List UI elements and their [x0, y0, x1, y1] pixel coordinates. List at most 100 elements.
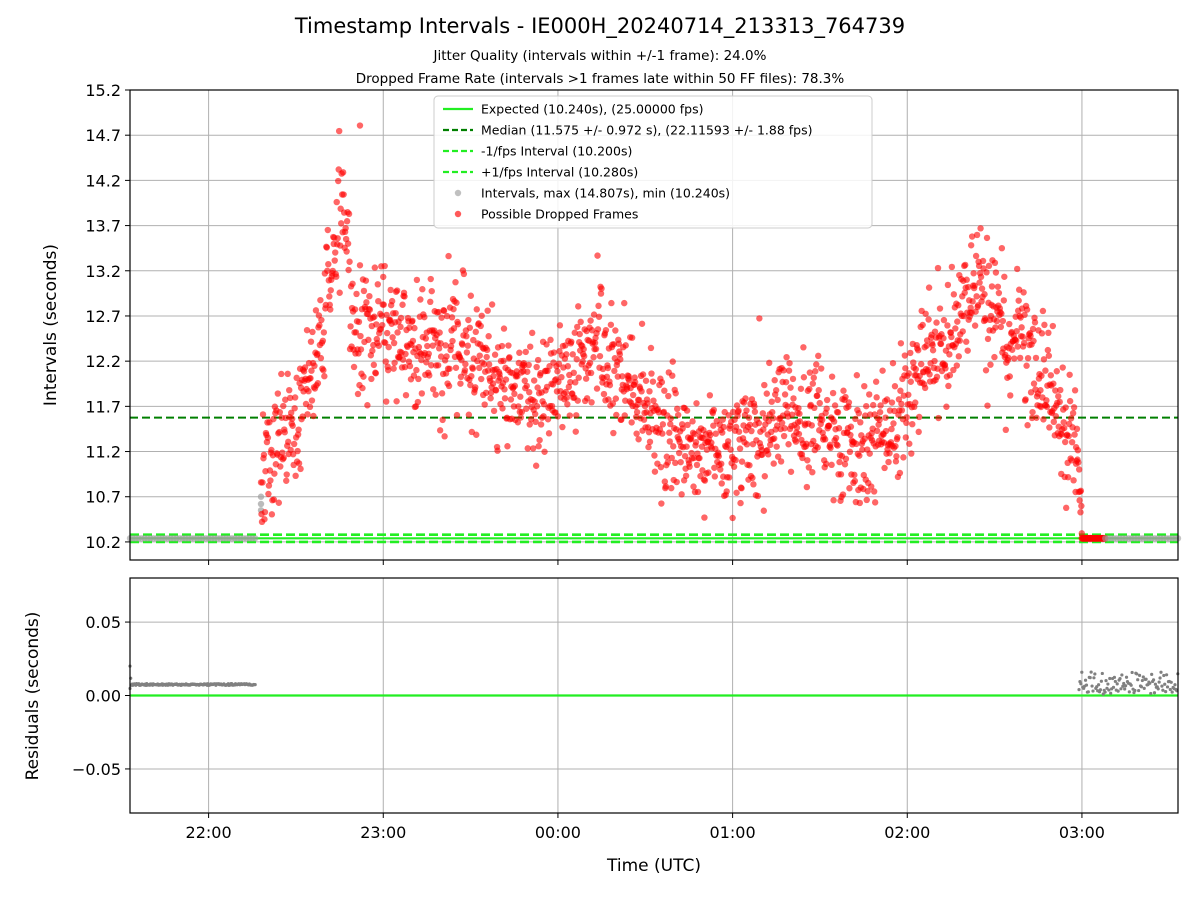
dropped-frame-point	[319, 337, 327, 345]
dropped-frame-point	[343, 248, 350, 255]
dropped-frame-point	[625, 377, 633, 384]
residuals-y-tick-label-1: 0.00	[85, 687, 121, 706]
dropped-frame-point	[902, 365, 909, 372]
dropped-frame-point	[847, 431, 854, 439]
dropped-frame-point	[1019, 333, 1026, 340]
dropped-frame-point	[464, 342, 472, 349]
dropped-frame-point	[693, 400, 700, 407]
dropped-frame-point	[907, 378, 914, 385]
dropped-frame-point	[787, 384, 794, 391]
dropped-frame-point	[763, 390, 770, 397]
residual-point	[1086, 690, 1090, 694]
dropped-frame-point	[339, 169, 347, 176]
dropped-frame-point	[492, 387, 500, 394]
dropped-frame-point	[616, 351, 623, 358]
dropped-frame-point	[295, 460, 303, 467]
residual-point	[1133, 688, 1137, 693]
dropped-frame-point	[331, 257, 338, 264]
residual-point	[1139, 685, 1144, 689]
residual-point	[1124, 684, 1128, 688]
dropped-frame-point	[852, 415, 859, 423]
dropped-frame-point	[375, 297, 382, 305]
dropped-frame-point	[969, 298, 976, 305]
dropped-frame-point	[297, 465, 304, 473]
dropped-frame-point	[285, 438, 292, 446]
dropped-frame-point	[1071, 431, 1078, 438]
dropped-frame-point	[992, 324, 999, 331]
dropped-frame-point	[594, 252, 601, 259]
dropped-frame-point	[383, 329, 391, 337]
dropped-frame-point	[967, 242, 975, 249]
dropped-frame-point	[281, 429, 288, 436]
dropped-frame-point	[796, 410, 803, 417]
residual-point	[1118, 677, 1122, 681]
dropped-frame-point	[360, 373, 367, 380]
dropped-frame-point	[294, 447, 301, 455]
dropped-frame-point	[916, 372, 923, 380]
dropped-frame-point	[523, 405, 530, 412]
residual-point	[1089, 670, 1093, 674]
dropped-frame-point	[323, 244, 331, 251]
dropped-frame-point	[357, 332, 364, 340]
dropped-frame-point	[387, 286, 394, 294]
dropped-frame-point	[478, 312, 485, 319]
dropped-frame-point	[719, 416, 726, 423]
dropped-frame-point	[397, 323, 404, 331]
dropped-frame-point	[291, 405, 298, 412]
residual-point	[1150, 672, 1154, 677]
dropped-frame-point	[988, 283, 996, 290]
dropped-frame-point	[294, 431, 302, 438]
dropped-frame-point	[465, 316, 472, 324]
dropped-frame-point	[767, 441, 774, 449]
dropped-frame-point	[876, 416, 883, 424]
dropped-frame-point	[406, 362, 414, 370]
dropped-frame-point	[271, 470, 278, 477]
dropped-frame-point	[893, 453, 900, 460]
dropped-frame-point	[350, 363, 358, 371]
dropped-frame-point	[511, 382, 519, 390]
dropped-frame-point	[401, 363, 409, 371]
dropped-frame-point	[510, 403, 518, 410]
dropped-frame-point	[591, 339, 599, 347]
residual-point	[1107, 688, 1111, 692]
dropped-frame-point	[596, 352, 604, 360]
dropped-frame-point	[402, 350, 409, 358]
dropped-frame-point	[973, 231, 981, 239]
residual-point	[1151, 678, 1156, 682]
residual-point	[1112, 675, 1117, 679]
dropped-frame-point	[770, 435, 778, 442]
residual-point	[1091, 689, 1095, 693]
dropped-frame-point	[571, 329, 578, 336]
dropped-frame-point	[861, 382, 868, 390]
dropped-frame-point	[743, 407, 750, 414]
dropped-frame-point	[830, 497, 837, 504]
dropped-frame-point	[900, 454, 907, 461]
dropped-frame-point	[863, 496, 870, 504]
dropped-frame-point	[429, 342, 436, 349]
dropped-frame-point	[992, 269, 1000, 276]
dropped-frame-point	[579, 358, 586, 365]
dropped-frame-point	[393, 398, 400, 405]
residual-point	[1149, 691, 1153, 696]
dropped-frame-point	[518, 408, 526, 416]
dropped-frame-point	[362, 277, 370, 284]
dropped-frame-point	[261, 508, 269, 516]
residual-point	[1135, 672, 1139, 676]
dropped-frame-point	[575, 374, 582, 381]
dropped-frame-point	[730, 463, 738, 470]
dropped-frame-point	[1024, 354, 1032, 362]
residual-point	[1099, 679, 1103, 683]
dropped-frame-point	[354, 390, 362, 398]
dropped-frame-point	[490, 407, 498, 415]
dropped-frame-point	[1024, 422, 1031, 429]
dropped-frame-point	[480, 361, 488, 368]
dropped-frame-point	[372, 370, 380, 377]
dropped-frame-point	[830, 418, 838, 425]
dropped-frame-point	[732, 456, 739, 464]
dropped-frame-point	[477, 322, 484, 330]
dropped-frame-point	[923, 342, 930, 349]
dropped-frame-point	[1037, 387, 1044, 394]
dropped-frame-point	[427, 298, 434, 306]
dropped-frame-point	[568, 338, 575, 346]
dropped-frame-point	[869, 401, 877, 409]
